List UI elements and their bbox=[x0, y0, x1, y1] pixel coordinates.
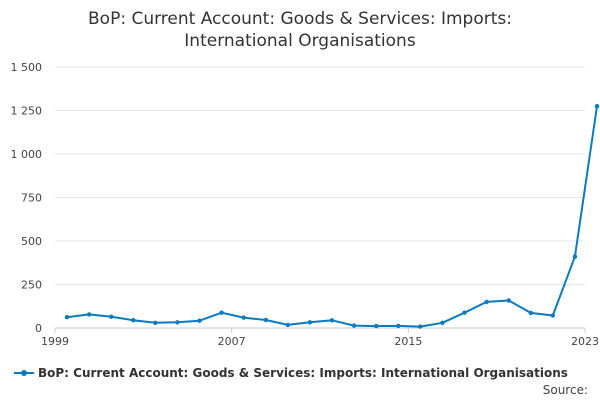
y-tick-label: 500 bbox=[21, 235, 42, 248]
data-point bbox=[396, 323, 401, 329]
data-point bbox=[153, 320, 158, 325]
data-point bbox=[484, 299, 489, 305]
chart-title-line-2: International Organisations bbox=[184, 31, 416, 51]
data-point bbox=[528, 310, 533, 316]
data-point bbox=[594, 104, 600, 109]
y-tick-label: 1 500 bbox=[11, 61, 43, 74]
data-point bbox=[506, 298, 511, 303]
data-point bbox=[351, 323, 357, 328]
data-point bbox=[329, 318, 335, 323]
data-point bbox=[307, 320, 313, 325]
y-tick-label: 1 250 bbox=[11, 105, 43, 118]
y-tick-label: 750 bbox=[21, 192, 42, 205]
data-point bbox=[64, 315, 70, 320]
data-point bbox=[241, 315, 246, 320]
data-point bbox=[219, 310, 224, 315]
data-point bbox=[418, 324, 423, 329]
x-tick-label: 1999 bbox=[41, 335, 69, 348]
chart-title-line-1: BoP: Current Account: Goods & Services: … bbox=[88, 9, 512, 29]
data-point bbox=[374, 323, 379, 329]
data-point bbox=[285, 322, 290, 328]
data-point bbox=[175, 320, 180, 325]
x-tick-label: 2023 bbox=[571, 335, 599, 348]
series-line bbox=[66, 106, 598, 328]
data-point bbox=[440, 320, 445, 325]
data-point bbox=[462, 310, 467, 315]
chart-title: BoP: Current Account: Goods & Services: … bbox=[0, 8, 600, 52]
y-tick-label: 250 bbox=[21, 279, 42, 292]
data-point bbox=[263, 317, 268, 323]
data-point bbox=[550, 313, 555, 318]
data-point bbox=[197, 318, 202, 323]
data-point bbox=[572, 254, 578, 259]
legend-swatch bbox=[14, 368, 34, 378]
source-label: Source: bbox=[542, 383, 588, 397]
data-point bbox=[131, 318, 136, 323]
data-point bbox=[109, 314, 114, 319]
legend-label: BoP: Current Account: Goods & Services: … bbox=[38, 366, 568, 380]
y-tick-label: 0 bbox=[35, 322, 42, 335]
x-tick-label: 2007 bbox=[218, 335, 246, 348]
legend-swatch-dot bbox=[21, 370, 27, 376]
data-point bbox=[86, 312, 92, 317]
y-tick-label: 1 000 bbox=[11, 148, 43, 161]
x-tick-label: 2015 bbox=[394, 335, 422, 348]
legend[interactable]: BoP: Current Account: Goods & Services: … bbox=[14, 365, 568, 381]
